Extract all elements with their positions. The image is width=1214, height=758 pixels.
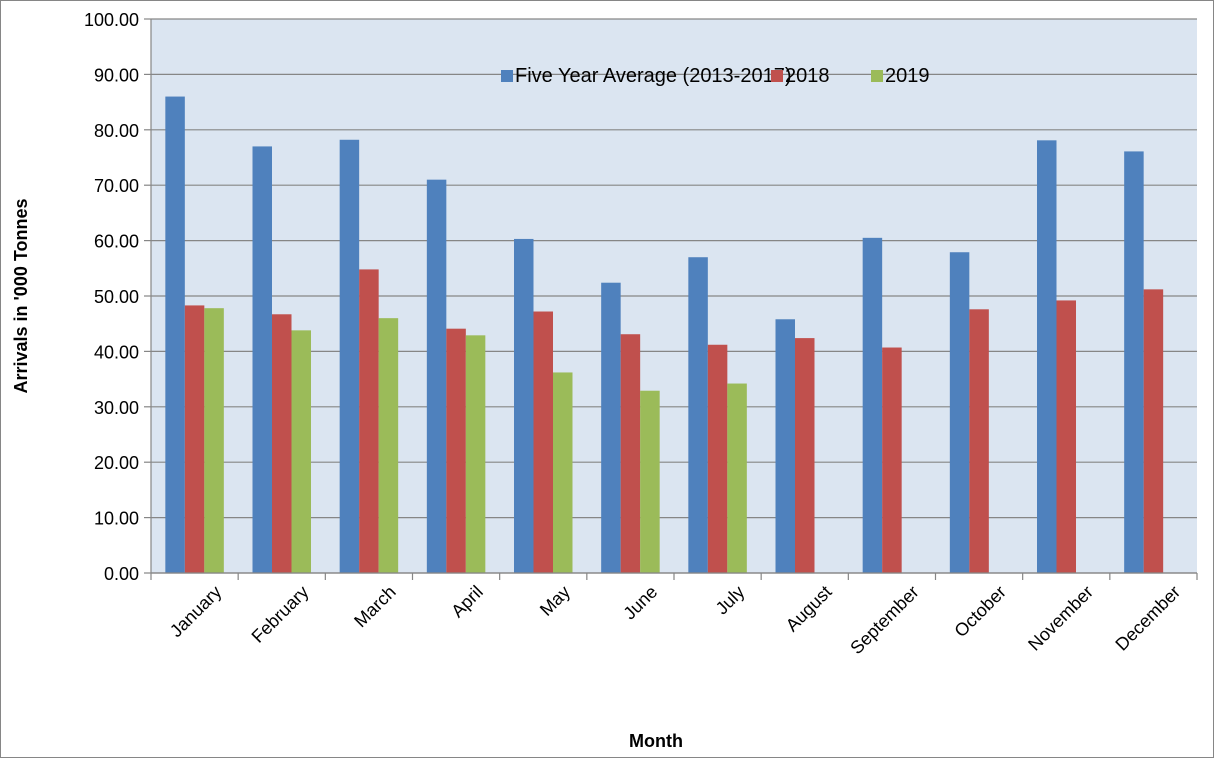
bar-2018-february	[272, 314, 292, 573]
x-tick-label: April	[447, 582, 487, 622]
y-tick-label: 40.00	[94, 342, 139, 362]
bar-2019-march	[378, 318, 399, 573]
bar-2018-may	[533, 311, 553, 573]
x-tick-label: July	[712, 582, 749, 619]
y-tick-label: 50.00	[94, 287, 139, 307]
gridlines	[144, 18, 1197, 574]
bar-five-year-average-march	[339, 139, 360, 573]
legend: Five Year Average (2013-2017)2018 2019	[501, 65, 930, 87]
bar-five-year-average-august	[775, 319, 795, 573]
bar-2018-june	[620, 334, 641, 573]
bar-five-year-average-june	[601, 282, 621, 573]
bar-2019-may	[553, 372, 573, 573]
bar-five-year-average-may	[514, 238, 534, 574]
bar-2018-july	[707, 344, 728, 573]
x-tick-label: August	[782, 582, 836, 636]
x-tick-labels: January February March April May June July Augu…	[166, 582, 1184, 658]
bar-five-year-average-december	[1124, 151, 1144, 573]
bar-2019-january	[204, 308, 224, 573]
bar-2018-august	[795, 338, 815, 573]
bar-2019-february	[291, 330, 311, 573]
x-tick-label: May	[536, 582, 574, 620]
x-tick-label: February	[248, 582, 313, 647]
bar-2019-july	[727, 383, 747, 573]
bar-2018-march	[359, 269, 379, 573]
x-tick-label: September	[846, 582, 922, 658]
bar-2018-january	[184, 305, 205, 573]
legend-swatch	[501, 70, 513, 82]
bar-five-year-average-november	[1037, 140, 1057, 574]
legend-label: Five Year Average (2013-2017)	[515, 65, 792, 87]
y-tick-label: 30.00	[94, 398, 139, 418]
axes	[150, 19, 1198, 580]
bar-five-year-average-april	[426, 179, 447, 573]
y-tick-label: 60.00	[94, 232, 139, 252]
y-tick-label: 0.00	[104, 564, 139, 584]
bar-2019-april	[465, 335, 486, 573]
bar-five-year-average-january	[165, 96, 185, 573]
bar-2018-december	[1143, 289, 1164, 573]
bar-2018-october	[969, 309, 989, 573]
bar-2019-june	[640, 390, 660, 573]
y-tick-labels: 0.00 10.00 20.00 30.00 40.00 50.00 60.00 70.00 8…	[84, 10, 139, 584]
x-tick-label: June	[619, 582, 661, 624]
bar-2018-november	[1056, 300, 1076, 573]
legend-label: 2019	[885, 65, 930, 87]
legend-swatch	[771, 70, 783, 82]
bar-2018-april	[446, 328, 466, 573]
x-tick-label: December	[1111, 582, 1184, 655]
y-axis-title: Arrivals in '000 Tonnes	[11, 198, 31, 393]
bar-five-year-average-july	[688, 257, 708, 573]
bar-five-year-average-october	[949, 252, 970, 573]
x-tick-label: January	[166, 582, 225, 641]
y-tick-label: 20.00	[94, 453, 139, 473]
bars	[165, 96, 1164, 574]
bar-2018-september	[882, 347, 902, 573]
legend-label: 2018	[785, 65, 830, 87]
x-tick-label: October	[950, 582, 1009, 641]
bar-five-year-average-september	[862, 237, 883, 573]
y-tick-label: 90.00	[94, 65, 139, 85]
y-tick-label: 80.00	[94, 121, 139, 141]
y-tick-label: 10.00	[94, 509, 139, 529]
x-tick-label: November	[1024, 582, 1097, 655]
x-tick-label: March	[350, 582, 400, 632]
legend-swatch	[871, 70, 883, 82]
y-tick-label: 100.00	[84, 10, 139, 30]
y-tick-label: 70.00	[94, 176, 139, 196]
bar-five-year-average-february	[252, 146, 272, 574]
x-axis-title: Month	[629, 731, 683, 751]
